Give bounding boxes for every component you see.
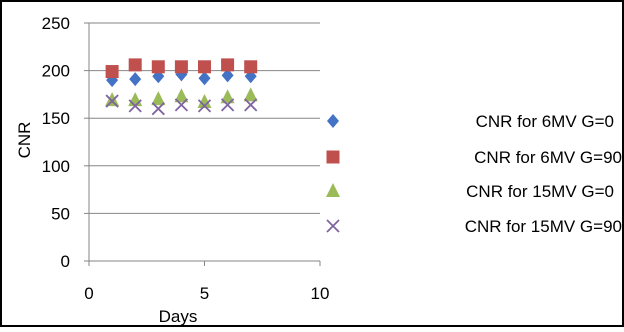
x-tick-label: 10 <box>311 284 330 303</box>
legend-marker-diamond <box>327 114 339 128</box>
gridlines <box>89 22 320 214</box>
axes <box>84 22 321 266</box>
legend-marker-x <box>326 219 340 233</box>
y-tick-label: 50 <box>51 204 70 223</box>
legend: CNR for 6MV G=0 CNR for 6MV G=90 CNR for 1… <box>326 112 622 236</box>
legend-label: CNR for 6MV G=90 <box>474 148 622 167</box>
tick-labels: 0 50 100 150 200 250 0 5 10 <box>42 14 330 303</box>
y-tick-label: 100 <box>42 157 70 176</box>
legend-label: CNR for 6MV G=0 <box>476 112 614 131</box>
y-tick-label: 250 <box>42 14 70 33</box>
y-tick-label: 200 <box>42 62 70 81</box>
data-markers <box>105 58 258 116</box>
data-point-triangle <box>174 88 189 103</box>
data-point-square <box>244 60 258 74</box>
data-point-x <box>128 99 142 113</box>
legend-marker-triangle <box>326 183 340 197</box>
data-point-triangle <box>197 94 212 109</box>
data-point-square <box>128 58 142 72</box>
data-point-diamond <box>129 72 142 87</box>
y-tick-label: 150 <box>42 109 70 128</box>
data-point-x <box>197 99 212 113</box>
data-point-square <box>105 65 119 79</box>
y-tick-label: 0 <box>61 252 70 271</box>
data-point-triangle <box>243 87 258 102</box>
data-point-square <box>174 60 188 74</box>
data-point-x <box>244 98 258 112</box>
legend-label: CNR for 15MV G=0 <box>466 182 614 201</box>
y-axis-label: CNR <box>15 122 34 159</box>
x-axis-label: Days <box>159 307 198 326</box>
x-tick-label: 0 <box>84 284 93 303</box>
data-point-square <box>151 60 165 74</box>
data-point-diamond <box>198 71 211 86</box>
data-point-triangle <box>105 92 120 107</box>
data-point-x <box>220 98 235 112</box>
data-point-triangle <box>151 91 166 106</box>
data-point-diamond <box>221 68 234 83</box>
data-point-x <box>174 98 189 112</box>
data-point-x <box>105 94 119 108</box>
x-tick-label: 5 <box>200 284 209 303</box>
legend-marker-square <box>326 150 340 164</box>
data-point-x <box>151 102 165 116</box>
data-point-square <box>221 58 235 72</box>
data-point-square <box>198 60 211 74</box>
data-point-triangle <box>220 89 235 104</box>
legend-label: CNR for 15MV G=90 <box>465 217 622 236</box>
